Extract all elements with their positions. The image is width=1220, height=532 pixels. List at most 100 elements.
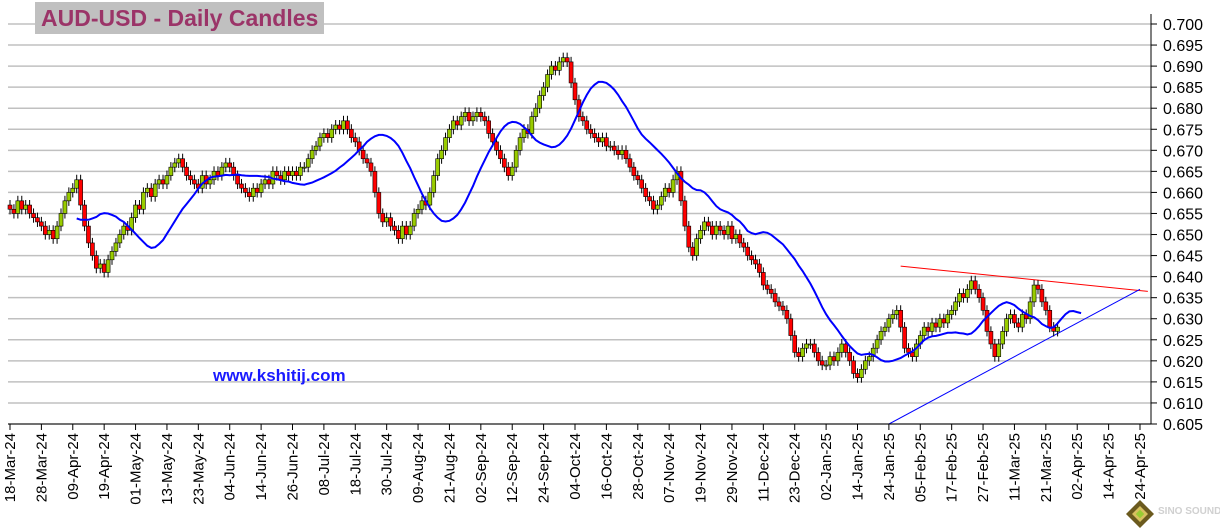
candle-up (1008, 314, 1013, 320)
candle-down (94, 255, 99, 269)
candle-up (462, 112, 468, 117)
candle-down (372, 171, 378, 193)
candle-down (368, 162, 374, 172)
candle-up (702, 221, 707, 231)
candle-down (666, 187, 672, 193)
candle-down (403, 225, 409, 235)
candle-up (827, 356, 833, 366)
candle-down (1039, 288, 1045, 303)
x-tick-label: 18-Mar-24 (2, 433, 19, 502)
candle-up (545, 74, 550, 88)
candle-up (451, 120, 456, 130)
candle-down (274, 171, 280, 176)
candle-up (929, 322, 935, 332)
candle-up (309, 150, 315, 160)
candle-up (1055, 326, 1060, 332)
candle-up (1000, 331, 1005, 345)
candle-up (1031, 284, 1037, 303)
y-tick-label: 0.670 (1163, 143, 1203, 160)
x-tick-label: 28-Oct-24 (630, 433, 647, 500)
candle-down (19, 200, 25, 210)
candle-down (90, 242, 95, 256)
candle-down (615, 150, 621, 155)
candle-down (729, 225, 735, 240)
candle-up (921, 326, 927, 336)
candle-down (764, 284, 770, 290)
candle-up (1027, 301, 1033, 320)
y-tick-label: 0.630 (1163, 312, 1203, 329)
candle-down (1035, 284, 1041, 290)
candle-down (364, 158, 370, 164)
candle-down (466, 112, 472, 122)
candle-up (97, 263, 103, 269)
candle-up (431, 175, 437, 193)
candle-down (352, 137, 358, 143)
x-tick-label: 27-Feb-25 (975, 433, 992, 502)
candle-up (301, 166, 307, 169)
x-tick-label: 23-May-24 (190, 433, 207, 505)
candle-down (611, 145, 617, 151)
candle-down (980, 297, 986, 311)
candle-down (631, 166, 637, 176)
candle-down (749, 255, 754, 261)
candle-up (250, 187, 256, 197)
candle-up (537, 95, 542, 109)
candle-down (902, 326, 907, 349)
candle-up (223, 162, 229, 168)
candle-down (160, 179, 166, 185)
candle-down (933, 322, 939, 328)
candle-down (592, 133, 597, 138)
candle-down (1012, 314, 1017, 324)
candle-up (513, 150, 519, 168)
candle-up (439, 150, 444, 160)
candle-up (329, 128, 335, 138)
x-tick-label: 11-Mar-25 (1006, 433, 1023, 501)
candle-down (768, 288, 774, 294)
candle-up (172, 162, 178, 168)
candle-down (651, 200, 656, 210)
candle-up (384, 217, 389, 223)
x-tick-label: 11-Dec-24 (755, 433, 772, 502)
support-trendline (888, 288, 1141, 425)
candle-up (533, 107, 539, 117)
candle-up (443, 137, 448, 151)
candle-up (435, 158, 440, 176)
candle-up (835, 352, 841, 362)
y-tick-label: 0.665 (1163, 164, 1203, 181)
x-tick-label: 24-Jan-25 (881, 433, 898, 501)
candle-down (294, 171, 299, 176)
candle-up (470, 116, 476, 122)
candle-up (407, 225, 413, 235)
candle-down (851, 360, 856, 374)
candles (7, 52, 1060, 383)
candle-up (886, 318, 892, 328)
candle-down (984, 310, 990, 332)
candle-down (831, 356, 837, 362)
x-tick-label: 04-Jun-24 (222, 433, 239, 501)
candle-down (490, 133, 495, 143)
candle-down (215, 171, 221, 176)
y-tick-label: 0.645 (1163, 249, 1203, 266)
candle-down (761, 272, 766, 286)
candle-down (564, 57, 570, 63)
candle-down (101, 263, 107, 273)
candle-up (541, 86, 546, 96)
candle-down (843, 343, 849, 353)
candle-up (109, 251, 115, 261)
y-tick-label: 0.660 (1163, 185, 1203, 202)
candle-up (953, 301, 958, 311)
candle-down (392, 225, 397, 231)
candle-up (258, 183, 264, 193)
candle-down (737, 234, 743, 244)
candle-down (553, 65, 558, 71)
candle-down (643, 187, 648, 197)
candle-down (286, 171, 291, 176)
candle-down (454, 120, 460, 126)
y-tick-label: 0.650 (1163, 228, 1203, 245)
candle-up (859, 368, 864, 378)
candle-up (427, 192, 433, 206)
candle-down (1047, 310, 1053, 328)
y-tick-label: 0.675 (1163, 122, 1203, 139)
candle-down (604, 137, 609, 147)
candle-down (639, 179, 645, 189)
